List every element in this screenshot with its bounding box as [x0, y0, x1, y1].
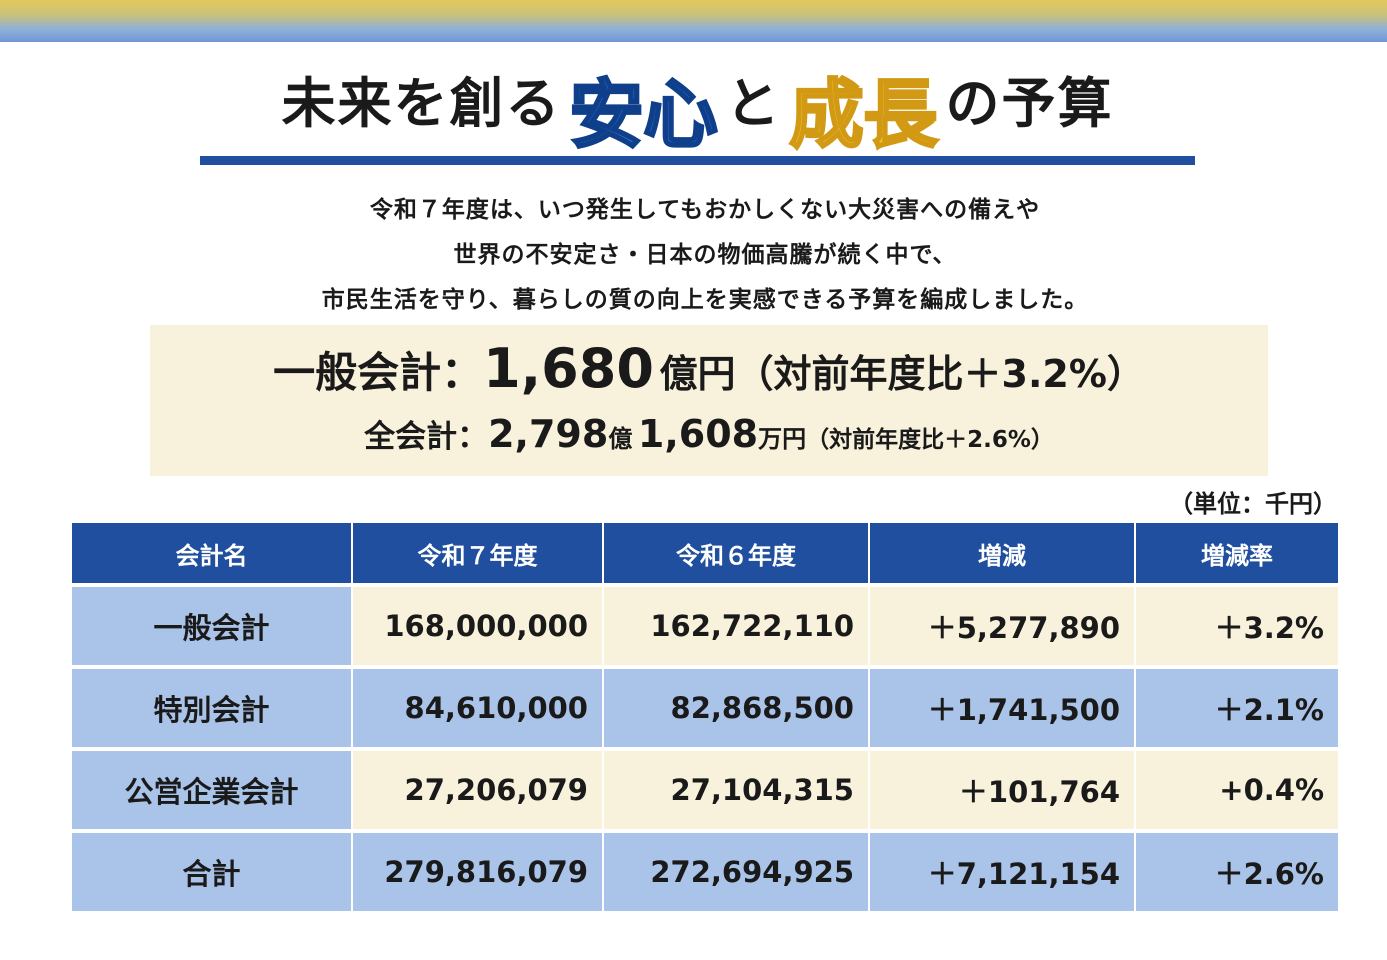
title-highlight-seicho: 成長 — [788, 72, 939, 158]
row-r6-value: 82,868,500 — [604, 669, 870, 751]
budget-summary-box: 一般会計：1,680 億円（対前年度比＋3.2%） 全会計：2,798億 1,6… — [150, 325, 1268, 476]
title-highlight-anshin: 安心 — [568, 72, 719, 158]
table-row: 一般会計 168,000,000 162,722,110 ＋5,277,890 … — [72, 587, 1338, 669]
table-row: 特別会計 84,610,000 82,868,500 ＋1,741,500 ＋2… — [72, 669, 1338, 751]
header-r7: 令和７年度 — [353, 523, 604, 587]
page-title: 未来を創る 安心 と 成長 の予算 — [200, 56, 1195, 168]
general-account-amount: 1,680 — [483, 337, 654, 400]
row-account-name: 一般会計 — [72, 587, 353, 669]
title-underline — [200, 156, 1195, 165]
row-change-rate: ＋3.2% — [1136, 587, 1338, 669]
intro-line: 世界の不安定さ・日本の物価高騰が続く中で、 — [453, 242, 957, 268]
intro-text: 令和７年度は、いつ発生してもおかしくない大災害への備えや 世界の不安定さ・日本の… — [150, 188, 1260, 323]
all-accounts-amount-man: 1,608 — [637, 412, 759, 456]
row-change-value: ＋1,741,500 — [870, 669, 1136, 751]
row-r6-value: 272,694,925 — [604, 833, 870, 915]
budget-table: 会計名 令和７年度 令和６年度 増減 増減率 一般会計 168,000,000 … — [72, 523, 1338, 915]
row-r7-value: 168,000,000 — [353, 587, 604, 669]
header-account-name: 会計名 — [72, 523, 353, 587]
row-account-name: 特別会計 — [72, 669, 353, 751]
header-change: 増減 — [870, 523, 1136, 587]
all-accounts-ratio: （対前年度比＋2.6%） — [806, 427, 1054, 453]
row-r7-value: 279,816,079 — [353, 833, 604, 915]
row-change-value: ＋5,277,890 — [870, 587, 1136, 669]
table-row: 公営企業会計 27,206,079 27,104,315 ＋101,764 +0… — [72, 751, 1338, 833]
row-r6-value: 27,104,315 — [604, 751, 870, 833]
unit-note: （単位：千円） — [1169, 490, 1337, 518]
general-account-unit: 億円 — [659, 352, 736, 396]
row-change-rate: ＋2.1% — [1136, 669, 1338, 751]
top-gradient-band — [0, 0, 1387, 42]
table-header-row: 会計名 令和７年度 令和６年度 増減 増減率 — [72, 523, 1338, 587]
intro-line: 令和７年度は、いつ発生してもおかしくない大災害への備えや — [369, 197, 1041, 223]
row-r7-value: 27,206,079 — [353, 751, 604, 833]
general-account-ratio: （対前年度比＋3.2%） — [735, 352, 1145, 396]
row-r7-value: 84,610,000 — [353, 669, 604, 751]
general-account-label: 一般会計： — [273, 348, 484, 397]
row-change-value: ＋7,121,154 — [870, 833, 1136, 915]
table-row-total: 合計 279,816,079 272,694,925 ＋7,121,154 ＋2… — [72, 833, 1338, 915]
header-r6: 令和６年度 — [604, 523, 870, 587]
all-accounts-label: 全会計： — [364, 419, 489, 455]
row-change-value: ＋101,764 — [870, 751, 1136, 833]
all-accounts-unit-man: 万円 — [758, 425, 807, 453]
title-part2: と — [725, 72, 782, 135]
row-r6-value: 162,722,110 — [604, 587, 870, 669]
header-change-rate: 増減率 — [1136, 523, 1338, 587]
intro-line: 市民生活を守り、暮らしの質の向上を実感できる予算を編成しました。 — [321, 287, 1089, 313]
row-change-rate: ＋2.6% — [1136, 833, 1338, 915]
all-accounts-summary: 全会計：2,798億 1,608万円（対前年度比＋2.6%） — [150, 411, 1268, 456]
row-account-name: 公営企業会計 — [72, 751, 353, 833]
all-accounts-unit-oku: 億 — [608, 425, 633, 453]
row-change-rate: +0.4% — [1136, 751, 1338, 833]
all-accounts-amount-oku: 2,798 — [488, 412, 609, 456]
title-part1: 未来を創る — [281, 72, 562, 135]
title-part3: の予算 — [945, 72, 1114, 135]
row-account-name: 合計 — [72, 833, 353, 915]
general-account-summary: 一般会計：1,680 億円（対前年度比＋3.2%） — [150, 337, 1268, 400]
